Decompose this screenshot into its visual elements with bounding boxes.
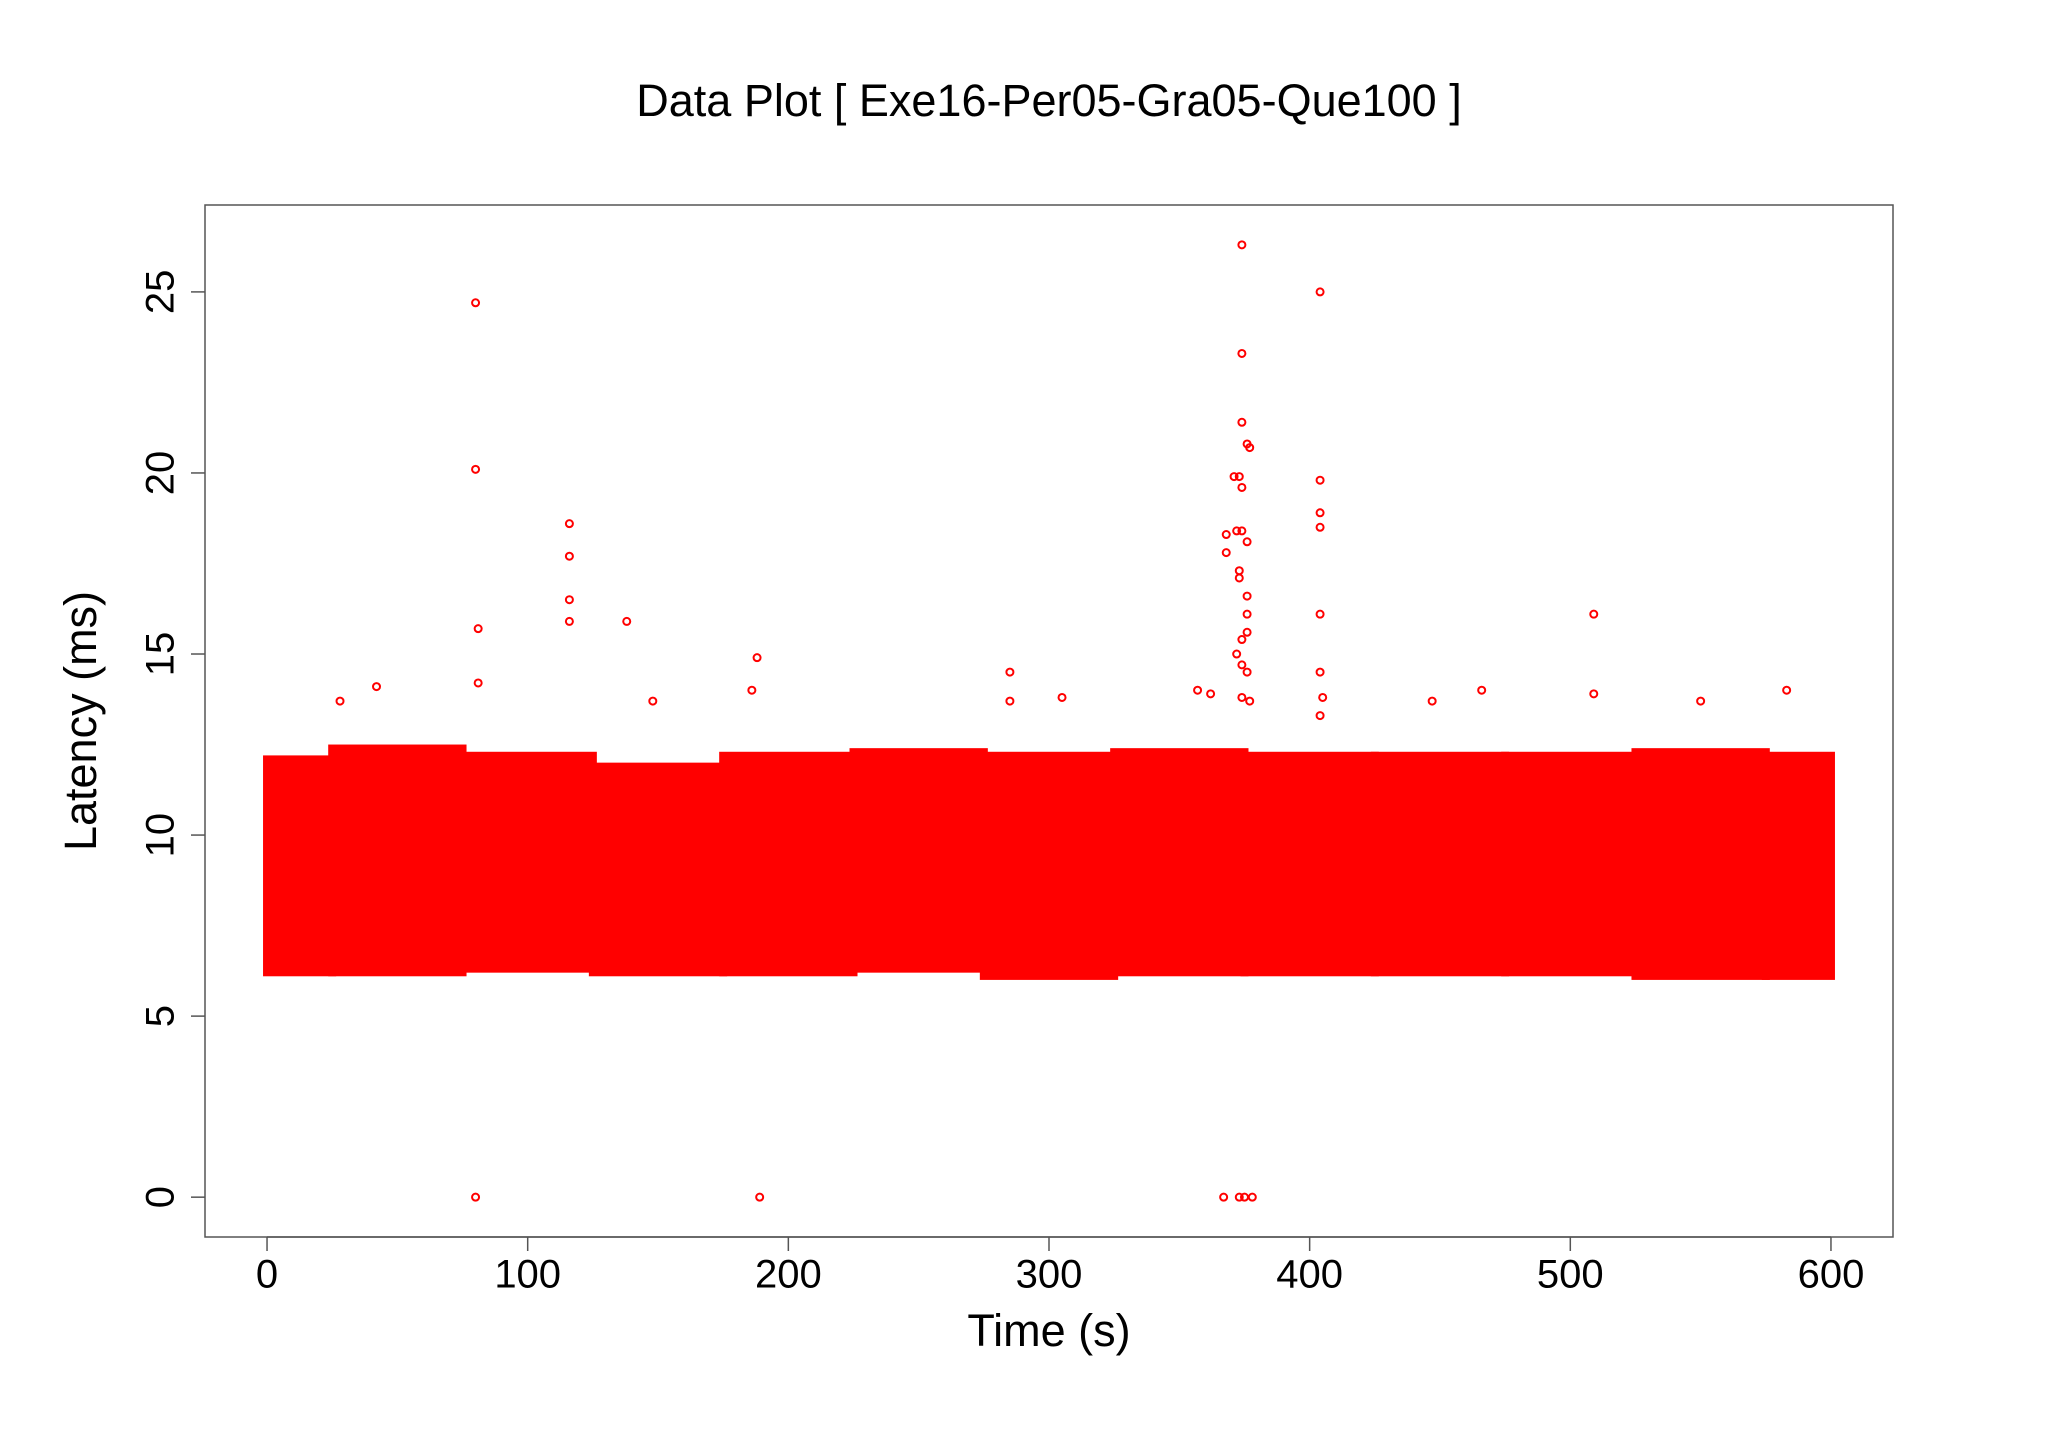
x-tick-label: 100 [494,1253,561,1297]
point [1245,443,1255,453]
point [1221,548,1231,558]
point [1234,1192,1244,1202]
dense-band [719,751,858,977]
y-tick-label: 10 [139,813,183,858]
point [1219,1192,1229,1202]
point [471,298,481,308]
point [1315,667,1325,677]
point [564,616,574,626]
dense-band [328,744,467,977]
point [1247,1192,1257,1202]
dense-band [263,755,337,977]
dense-band [1501,751,1640,977]
dense-band [458,751,597,973]
dense-band [1110,748,1249,977]
point [1237,526,1247,536]
point [1057,692,1067,702]
point [564,595,574,605]
point [564,519,574,529]
y-tick-label: 25 [139,270,183,315]
y-tick-label: 20 [139,451,183,496]
point [747,685,757,695]
point [1237,417,1247,427]
point [1315,711,1325,721]
point [1232,526,1242,536]
point [1221,530,1231,540]
point [1318,692,1328,702]
dense-band [1761,751,1835,980]
point [1005,696,1015,706]
dense-band [849,748,988,973]
point [372,682,382,692]
x-tick-label: 300 [1016,1253,1083,1297]
point [1245,696,1255,706]
point [1005,667,1015,677]
point [622,616,632,626]
y-tick-label: 0 [139,1186,183,1208]
dense-band [979,751,1119,980]
dense-band [1370,751,1510,977]
point [1234,566,1244,576]
point [1315,522,1325,532]
y-axis-label: Latency (ms) [55,591,106,851]
point [752,653,762,663]
dense-band [1631,748,1770,980]
x-tick-label: 500 [1537,1253,1604,1297]
x-tick-label: 400 [1276,1253,1343,1297]
dense-band [588,762,728,977]
point [1237,348,1247,358]
point [1427,696,1437,706]
point [1242,537,1252,547]
point [1237,692,1247,702]
point [1232,649,1242,659]
point [1237,482,1247,492]
x-tick-label: 200 [755,1253,822,1297]
point [335,696,345,706]
point [1315,609,1325,619]
point [1242,667,1252,677]
point [1234,573,1244,583]
point [1696,696,1706,706]
dense-band [1240,751,1379,977]
point [1589,609,1599,619]
point [471,464,481,474]
point [755,1192,765,1202]
point [1315,475,1325,485]
point [1242,609,1252,619]
point [1242,627,1252,637]
x-tick-label: 0 [256,1253,278,1297]
point [1782,685,1792,695]
point [1237,660,1247,670]
point [1206,689,1216,699]
point [648,696,658,706]
point [1237,635,1247,645]
point [1315,508,1325,518]
point [1234,472,1244,482]
point [1193,685,1203,695]
point [1229,472,1239,482]
point [1242,591,1252,601]
point [564,551,574,561]
plot-frame [204,204,1894,1238]
y-tick-label: 15 [139,632,183,677]
x-axis-label: Time (s) [967,1305,1130,1356]
y-tick-label: 5 [139,1005,183,1027]
point [1237,240,1247,250]
chart-title: Data Plot [ Exe16-Per05-Gra05-Que100 ] [636,75,1461,126]
point [1477,685,1487,695]
point [471,1192,481,1202]
point [473,678,483,688]
x-tick-label: 600 [1798,1253,1865,1297]
point [1589,689,1599,699]
point [1315,287,1325,297]
point [473,624,483,634]
